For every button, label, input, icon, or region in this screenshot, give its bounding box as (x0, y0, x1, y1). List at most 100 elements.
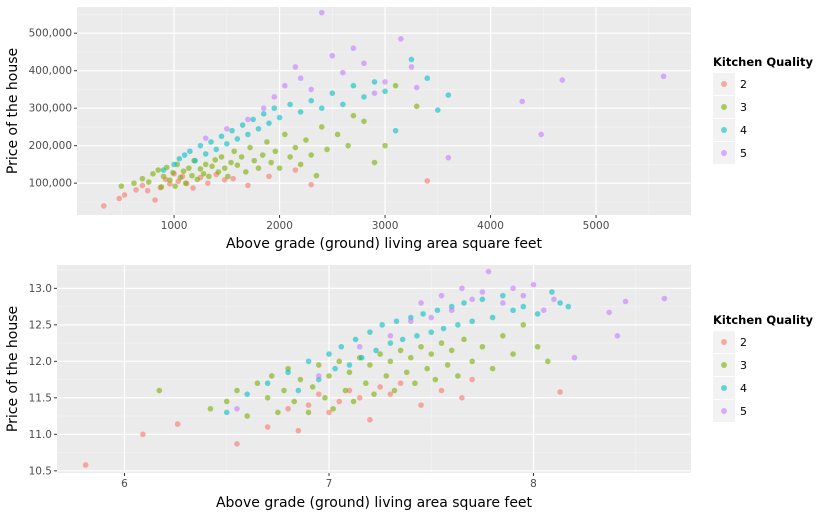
data-point-kq-4 (208, 139, 214, 145)
data-point-kq-3 (234, 162, 241, 168)
data-point-kq-3 (418, 343, 424, 350)
data-point-kq-4 (218, 133, 225, 140)
data-point-kq-5 (510, 285, 516, 292)
data-point-kq-3 (182, 180, 189, 186)
data-point-kq-4 (534, 311, 541, 317)
data-point-kq-4 (382, 88, 388, 95)
y-tick-label: 12.5 (29, 319, 52, 331)
data-points (100, 9, 667, 209)
data-point-kq-4 (346, 362, 353, 368)
data-point-kq-2 (315, 391, 322, 397)
data-point-kq-2 (387, 391, 394, 397)
data-point-kq-2 (557, 389, 563, 395)
data-point-kq-3 (350, 112, 357, 119)
data-point-kq-3 (155, 167, 162, 173)
data-point-kq-3 (455, 373, 461, 379)
legend-label: 2 (740, 78, 747, 91)
data-point-kq-5 (519, 98, 526, 105)
data-point-kq-4 (367, 329, 373, 335)
data-point-kq-3 (342, 387, 349, 394)
data-point-kq-4 (424, 75, 431, 82)
data-point-kq-3 (228, 159, 234, 166)
data-point-kq-3 (276, 165, 283, 171)
data-point-kq-4 (399, 336, 406, 343)
data-point-kq-3 (345, 142, 351, 149)
data-point-kq-5 (413, 84, 420, 91)
data-point-kq-3 (432, 376, 439, 383)
data-point-kq-4 (181, 152, 188, 158)
data-point-kq-3 (489, 365, 496, 372)
data-point-kq-3 (139, 175, 146, 182)
data-point-kq-3 (424, 365, 430, 372)
data-point-kq-3 (303, 137, 309, 143)
data-point-kq-5 (315, 373, 322, 379)
data-point-kq-2 (397, 380, 404, 387)
data-point-kq-3 (158, 184, 165, 190)
data-point-kq-3 (297, 161, 304, 168)
data-point-kq-5 (551, 296, 557, 303)
data-point-kq-2 (264, 424, 271, 430)
data-point-kq-3 (209, 163, 215, 170)
data-point-kq-4 (500, 292, 506, 299)
data-point-kq-4 (358, 354, 365, 361)
data-point-kq-3 (215, 169, 222, 175)
data-point-kq-5 (540, 307, 547, 314)
data-point-kq-3 (268, 373, 275, 379)
y-tick-label: 500,000 (29, 28, 72, 40)
data-point-kq-4 (557, 300, 563, 306)
data-point-kq-3 (438, 340, 445, 346)
data-point-kq-3 (255, 165, 262, 171)
data-point-kq-2 (438, 387, 445, 394)
y-tick-label: 100,000 (29, 178, 72, 190)
data-point-kq-5 (408, 64, 415, 70)
data-point-kq-5 (382, 79, 388, 85)
legend-label: 4 (740, 382, 747, 395)
data-point-kq-3 (292, 144, 299, 151)
data-point-kq-5 (292, 64, 299, 70)
data-point-kq-5 (271, 94, 278, 100)
data-point-kq-4 (361, 94, 367, 100)
data-point-kq-3 (412, 380, 418, 387)
plot-panel (57, 265, 691, 473)
data-point-kq-5 (340, 69, 346, 76)
data-point-kq-3 (461, 336, 467, 343)
data-point-kq-4 (264, 380, 271, 387)
y-tick-label: 400,000 (29, 65, 72, 77)
data-point-kq-5 (356, 343, 363, 350)
data-point-kq-4 (379, 322, 385, 328)
data-point-kq-5 (418, 300, 424, 306)
data-point-kq-3 (448, 347, 455, 354)
chart-1: 1000 2000 3000 4000 5000 100,000 200,000 300,00… (5, 7, 813, 252)
data-point-kq-4 (229, 127, 235, 134)
legend-label: 3 (740, 359, 747, 372)
data-point-kq-3 (391, 387, 398, 394)
data-point-kq-3 (167, 177, 173, 183)
y-tick-label: 11.5 (29, 392, 52, 404)
data-point-kq-2 (245, 182, 251, 189)
data-point-kq-5 (387, 332, 394, 339)
data-point-kq-3 (206, 173, 212, 180)
data-point-kq-4 (352, 336, 359, 343)
data-point-kq-3 (469, 358, 475, 365)
data-point-kq-2 (144, 187, 151, 194)
data-point-kq-3 (382, 142, 388, 149)
data-point-kq-5 (438, 292, 445, 299)
data-point-kq-5 (234, 405, 240, 412)
data-point-kq-4 (469, 318, 475, 324)
legend-key-point (721, 150, 727, 156)
data-point-kq-4 (440, 325, 447, 332)
data-point-kq-2 (121, 192, 128, 198)
data-point-kq-4 (392, 127, 399, 134)
data-point-kq-2 (346, 387, 353, 394)
data-point-kq-2 (234, 441, 240, 447)
data-point-kq-4 (297, 109, 304, 115)
legend-label: 2 (740, 336, 747, 349)
data-point-kq-3 (150, 170, 156, 177)
data-point-kq-3 (170, 169, 176, 176)
data-point-kq-4 (160, 167, 167, 173)
legend-key-point (721, 127, 727, 133)
data-point-kq-4 (192, 157, 198, 164)
data-point-kq-3 (200, 170, 207, 177)
data-point-kq-4 (329, 90, 336, 96)
